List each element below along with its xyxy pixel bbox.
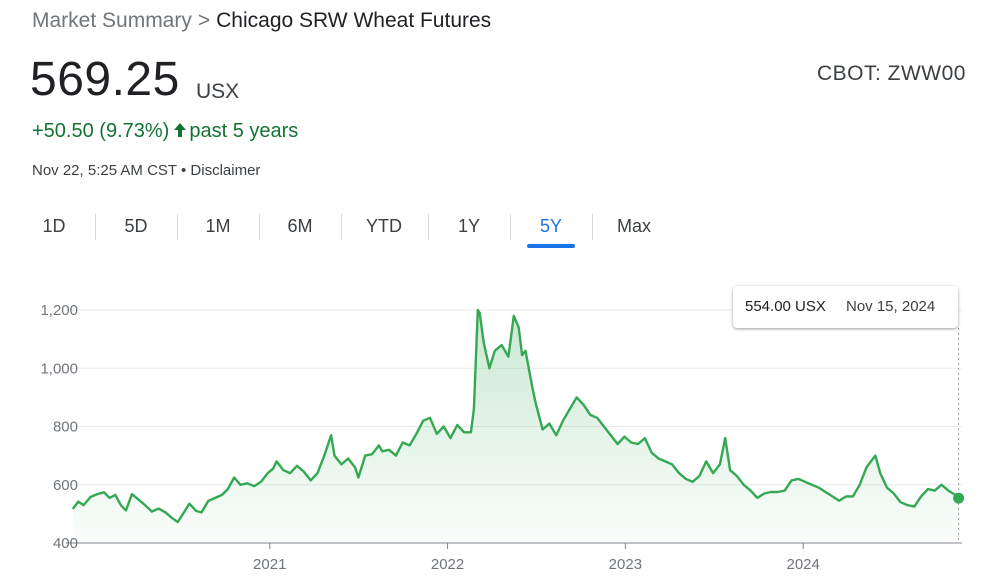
x-tick-label: 2024 [786,556,819,573]
price-change-period: past 5 years [189,120,299,142]
hover-tooltip: 554.00 USX Nov 15, 2024 [733,286,958,328]
breadcrumb: Market Summary > Chicago SRW Wheat Futures [32,9,491,33]
range-tabs: 1D 5D 1M 6M YTD 1Y 5Y Max [0,206,700,248]
timestamp-separator: • [180,162,187,179]
ticker-symbol: CBOT: ZWW00 [816,62,966,85]
tab-divider [510,214,511,240]
x-tick-label: 2021 [253,556,286,573]
y-tick-label: 800 [53,419,78,436]
y-tick-label: 600 [53,477,78,494]
tooltip-date: Nov 15, 2024 [846,298,936,315]
tab-1m[interactable]: 1M [205,216,231,236]
tab-5d[interactable]: 5D [124,216,148,236]
breadcrumb-current: Chicago SRW Wheat Futures [216,9,492,32]
up-arrow-icon [173,121,187,144]
price-change-value: +50.50 (9.73%) [32,120,170,142]
tab-6m[interactable]: 6M [287,216,313,236]
tab-active-indicator [527,244,575,248]
current-price: 569.25 [30,53,180,106]
tab-1y[interactable]: 1Y [457,216,481,236]
tab-1d[interactable]: 1D [42,216,66,236]
tab-divider [259,214,260,240]
x-axis: 2021 2022 2023 2024 [253,543,820,573]
quote-timestamp-line: Nov 22, 5:25 AM CST • Disclaimer [32,162,260,179]
tab-divider [177,214,178,240]
price-area [73,310,959,543]
y-tick-label: 400 [53,535,78,552]
x-tick-label: 2023 [609,556,642,573]
tab-divider [592,214,593,240]
breadcrumb-root-link[interactable]: Market Summary [32,9,192,32]
tab-divider [95,214,96,240]
breadcrumb-separator: > [197,9,211,32]
y-tick-label: 1,200 [40,302,78,319]
tab-divider [341,214,342,240]
price-line [72,308,960,524]
price-currency: USX [196,80,240,103]
tab-ytd[interactable]: YTD [366,216,402,236]
quote-timestamp: Nov 22, 5:25 AM CST [32,162,177,179]
tab-max[interactable]: Max [616,216,651,236]
tab-divider [428,214,429,240]
x-tick-label: 2022 [431,556,464,573]
price-change: +50.50 (9.73%) past 5 years [32,120,298,144]
hover-point-marker [953,492,965,504]
tab-5y[interactable]: 5Y [539,216,563,236]
disclaimer-link[interactable]: Disclaimer [190,162,261,179]
tooltip-value: 554.00 USX [745,298,826,315]
y-axis-labels: 400 600 800 1,000 1,200 [40,302,78,552]
y-tick-label: 1,000 [40,360,78,377]
